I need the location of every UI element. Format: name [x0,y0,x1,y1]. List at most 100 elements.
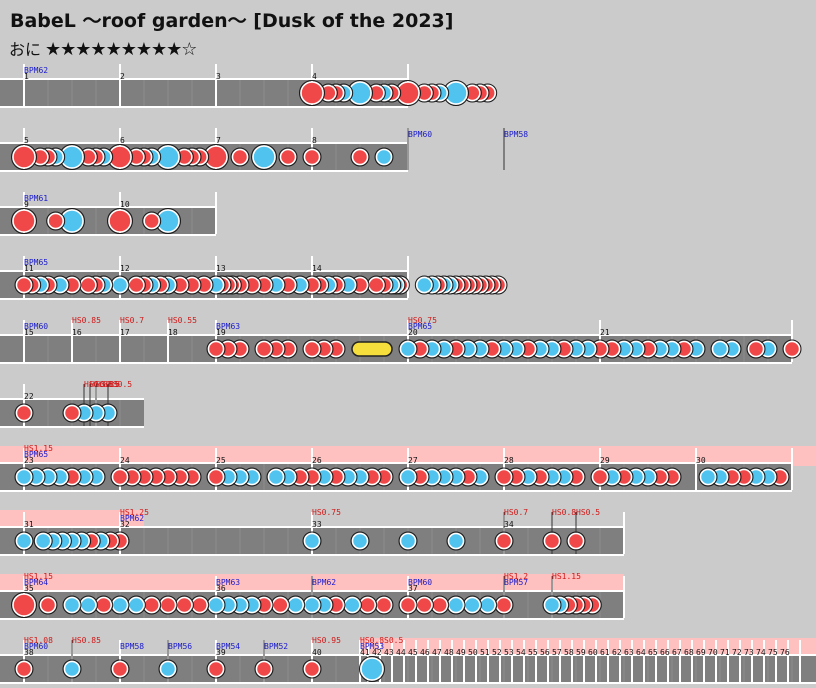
don-note [272,596,289,614]
note-outline [350,531,370,551]
don-note [591,468,609,486]
bpm-marker: BPM65 [408,322,432,331]
scroll-speed-marker: HS0.85 [84,380,113,389]
measure-number: 48 [444,648,454,657]
ka-note [464,596,481,614]
measure-number: 61 [600,648,610,657]
don-note [543,532,561,550]
bpm-marker: BPM62 [120,514,144,523]
measure-number: 76 [780,648,790,657]
don-note [567,532,585,550]
note-outline [494,531,514,551]
measure-number: 72 [732,648,742,657]
note-outline [398,595,418,615]
don-note [255,660,273,678]
measure-number: 6 [120,136,125,145]
note-outline [302,659,322,679]
bpm-marker: BPM58 [504,130,528,139]
don-note [303,660,321,678]
ka-note [63,660,81,678]
scroll-speed-marker: HS0.95 [312,636,341,645]
scroll-speed-marker: HS1.15 [24,572,53,581]
ka-note [303,532,321,550]
measure-number: 51 [480,648,490,657]
big-don-note [108,209,132,233]
measure-number: 59 [576,648,586,657]
note-outline [710,339,730,359]
note-outline [374,147,394,167]
don-note [495,596,513,614]
don-note [431,596,448,614]
measure-number: 11 [24,264,34,273]
ka-note [399,532,417,550]
note-outline [542,595,562,615]
scroll-speed-marker: HS0.75 [408,316,437,325]
hs-band [360,638,816,656]
measure-number: 25 [216,456,226,465]
don-note [359,596,376,614]
measure-number: 56 [540,648,550,657]
ka-note [111,276,129,294]
measure-number: 27 [408,456,418,465]
measure-number: 2 [120,72,125,81]
big-ka-note [360,657,384,681]
song-title: BabeL ～roof garden～ [Dusk of the 2023] [10,10,454,32]
ka-note [128,596,145,614]
bpm-marker: BPM62 [312,578,336,587]
measure-number: 54 [516,648,526,657]
measure-number: 50 [468,648,478,657]
note-outline [14,275,34,295]
don-note [63,404,81,422]
note-outline [590,467,610,487]
measure-number: 52 [492,648,502,657]
scroll-speed-marker: HS0.7 [120,316,144,325]
bpm-marker: BPM54 [216,642,240,651]
don-note [143,596,160,614]
scroll-speed-marker: HS1.15 [24,444,53,453]
don-note [351,148,369,166]
ka-note [303,596,321,614]
note-outline [566,531,586,551]
don-note [39,596,57,614]
note-outline [782,339,802,359]
bpm-marker: BPM62 [24,66,48,75]
measure-number: 22 [24,392,34,401]
big-don-note [300,81,324,105]
don-note [231,148,249,166]
measure-number: 12 [120,264,130,273]
don-note [783,340,801,358]
note-outline [33,531,53,551]
note-outline [494,467,514,487]
don-note [375,596,393,614]
don-note [495,468,513,486]
note-outline [142,211,162,231]
note-outline [542,531,562,551]
scroll-speed-marker: HS1.25 [120,508,149,517]
measure-number: 26 [312,456,322,465]
ka-note [447,532,465,550]
ka-note [699,468,717,486]
measure-number: 33 [312,520,322,529]
measure-number: 49 [456,648,466,657]
note-outline [62,403,82,423]
note-outline [350,147,370,167]
scroll-speed-marker: HS1.2 [504,572,528,581]
note-outline [110,467,130,487]
note-outline [266,467,286,487]
note-outline [698,467,718,487]
don-note [207,468,225,486]
measure-number: 75 [768,648,778,657]
note-outline [302,339,322,359]
measure-number: 73 [744,648,754,657]
don-note [495,532,513,550]
measure-number: 65 [648,648,658,657]
bpm-marker: BPM60 [408,578,432,587]
measure-number: 24 [120,456,130,465]
note-outline [414,275,434,295]
note-outline [251,144,277,170]
bpm-marker: BPM63 [216,322,240,331]
big-don-note [12,145,36,169]
measure-number: 4 [312,72,317,81]
measure-number: 46 [420,648,430,657]
measure-number: 7 [216,136,221,145]
